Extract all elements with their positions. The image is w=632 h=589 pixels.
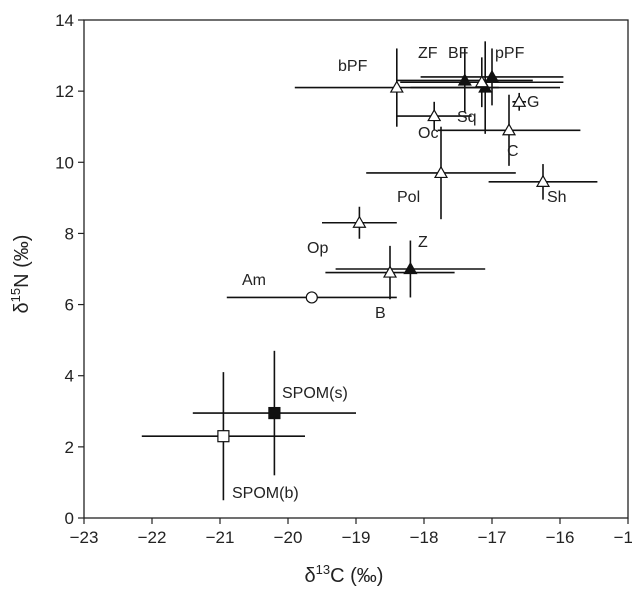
point-label: Op [307,240,328,257]
x-tick-label: −23 [70,528,99,547]
point-label: SPOM(s) [282,385,348,402]
y-tick-label: 0 [65,509,74,528]
x-tick-label: −20 [274,528,303,547]
x-tick-label: −18 [410,528,439,547]
x-tick-label: −22 [138,528,167,547]
data-point [306,292,317,303]
point-label: Z [418,234,428,251]
point-label: SPOM(b) [232,485,299,502]
point-label: Am [242,272,266,289]
y-tick-label: 4 [65,367,74,386]
point-label: G [527,94,539,111]
point-label: bPF [338,58,368,75]
data-point [269,408,280,419]
x-tick-label: −17 [478,528,507,547]
data-point [218,431,229,442]
x-tick-label: −15 [614,528,632,547]
y-tick-label: 6 [65,296,74,315]
x-tick-label: −21 [206,528,235,547]
point-label: Sh [547,189,567,206]
y-axis-title: δ15N (‰) [8,235,33,314]
point-label: pPF [495,45,525,62]
point-label: ZF [418,45,438,62]
y-tick-label: 14 [55,11,74,30]
y-tick-label: 10 [55,153,74,172]
y-tick-label: 2 [65,438,74,457]
x-tick-label: −19 [342,528,371,547]
plot-area: −23 −22 −21 −20 −19 −18 −17 −16 −15 0 2 4 6 8 10 12 14 ZF… [55,11,632,547]
point-label: Sq [457,109,477,126]
x-tick-label: −16 [546,528,575,547]
x-axis-title: δ13C (‰) [305,562,384,587]
point-label: BF [448,45,469,62]
point-label: C [507,143,519,160]
point-label: Oc [418,125,438,142]
point-label: Pol [397,189,420,206]
y-tick-label: 8 [65,224,74,243]
point-label: B [375,305,386,322]
y-tick-label: 12 [55,82,74,101]
